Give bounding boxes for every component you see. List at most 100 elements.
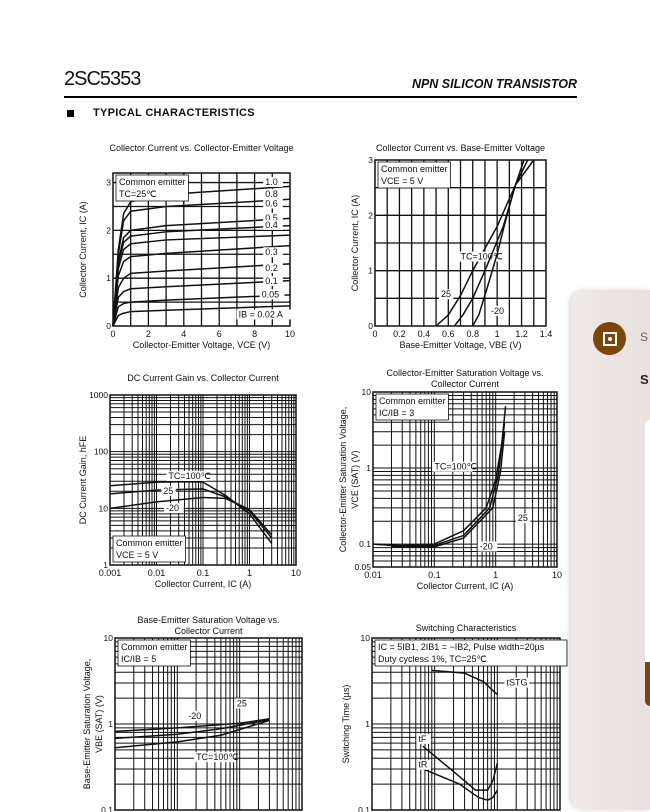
chart-title: Switching Characteristics [416, 623, 517, 633]
x-tick-label: 0.1 [197, 568, 210, 578]
x-tick-label: 0.01 [364, 570, 382, 580]
series-label: 0.3 [265, 247, 278, 257]
series-label: -20 [166, 503, 179, 513]
series-label-bg [263, 198, 283, 209]
series-label-bg [186, 710, 206, 721]
chart-2: Collector Current vs. Base-Emitter Volta… [350, 143, 552, 350]
chart-4: Collector-Emitter Saturation Voltage vs.… [338, 368, 562, 591]
condition-text: VCE = 5 V [381, 176, 423, 186]
x-tick-label: 8 [252, 329, 257, 339]
series-label-bg [432, 461, 473, 472]
safe-icon[interactable] [593, 322, 626, 355]
part-number: 2SC5353 [64, 68, 141, 90]
y-axis-label: Collector Current, IC (A) [78, 201, 88, 298]
series-curve [114, 719, 270, 749]
series-label: tF [418, 734, 427, 744]
condition-text: Common emitter [379, 396, 446, 406]
chart-5: Base-Emitter Saturation Voltage vs.Colle… [82, 615, 303, 812]
y-axis-label: DC Current Gain, hFE [78, 436, 88, 525]
y-tick-label: 100 [94, 447, 108, 457]
chart-title: Collector Current vs. Collector-Emitter … [109, 143, 293, 153]
x-tick-label: 4 [181, 329, 186, 339]
condition-text: Duty cycles≤ 1%, TC=25℃ [378, 654, 487, 664]
bullet-icon [67, 110, 74, 117]
series-label: 0.6 [265, 198, 278, 208]
series-label: 25 [441, 289, 451, 299]
series-label: 0.2 [265, 263, 278, 273]
series-label: TC=100℃ [168, 471, 210, 481]
y-axis-label: VCE (SAT) (V) [350, 450, 360, 508]
series-label-bg [263, 188, 283, 199]
panel-heading: S [640, 372, 649, 387]
condition-text: IC/IB = 3 [379, 408, 414, 418]
chart-title: Collector-Emitter Saturation Voltage vs. [386, 368, 543, 378]
y-tick-label: 1 [106, 273, 111, 283]
condition-text: TC=25℃ [119, 189, 156, 199]
panel-label: S [640, 330, 649, 344]
y-tick-label: 1 [365, 719, 370, 729]
plot-frame [374, 159, 547, 327]
x-tick-label: 1 [247, 568, 252, 578]
plot-frame [109, 394, 297, 566]
chart-3: DC Current Gain vs. Collector Current Col… [78, 373, 301, 589]
series-label: tR [418, 760, 428, 770]
side-panel[interactable]: S S [571, 290, 650, 810]
x-tick-label: 0 [372, 329, 377, 339]
series-label-bg [263, 212, 283, 223]
series-curve [372, 422, 506, 547]
x-tick-label: 1 [493, 570, 498, 580]
y-tick-label: 3 [368, 155, 373, 165]
x-tick-label: 0.8 [466, 329, 479, 339]
x-tick-label: 0.1 [428, 570, 441, 580]
series-label: 0.05 [262, 289, 280, 299]
x-axis-label: Base-Emitter Voltage, VBE (V) [399, 340, 521, 350]
series-label: TC=100℃ [196, 752, 238, 762]
series-curve [109, 488, 273, 539]
series-label-bg [236, 309, 298, 320]
x-tick-label: 1.4 [540, 329, 553, 339]
series-label-bg [477, 541, 498, 552]
x-tick-label: 1 [495, 329, 500, 339]
condition-text: VCE = 5 V [116, 550, 158, 560]
x-tick-label: 0.6 [442, 329, 455, 339]
series-label-bg [416, 759, 431, 770]
plot-frame [371, 637, 561, 811]
series-label-bg [263, 275, 283, 286]
x-tick-label: 10 [291, 568, 301, 578]
series-label-bg [263, 219, 283, 230]
series-curve [112, 305, 291, 327]
y-tick-label: 2 [368, 210, 373, 220]
x-tick-label: 10 [552, 570, 562, 580]
series-curve [112, 244, 291, 327]
y-axis-label: VBE (SAT) (V) [94, 695, 104, 753]
x-tick-label: 1.2 [515, 329, 528, 339]
x-tick-label: 10 [285, 329, 295, 339]
y-tick-label: 10 [104, 633, 114, 643]
panel-button[interactable] [645, 662, 650, 706]
y-tick-label: 1 [368, 266, 373, 276]
condition-text: IC = 5IB1, 2IB1 = −IB2, Pulse width=20µs [378, 642, 545, 652]
conditions-box [112, 535, 186, 563]
series-curve [109, 480, 273, 544]
series-curve [422, 768, 498, 801]
series-label-bg [166, 470, 207, 481]
series-curve [114, 718, 270, 733]
series-label: 1.0 [265, 177, 278, 187]
series-label: 0.5 [265, 213, 278, 223]
series-curve [112, 294, 291, 327]
series-label-bg [438, 289, 454, 300]
series-label-bg [194, 752, 235, 763]
conditions-box [115, 174, 189, 202]
series-label-bg [263, 176, 283, 187]
series-label: 0.8 [265, 189, 278, 199]
chart-title: Collector Current [431, 379, 500, 389]
series-label: IB = 0.02 A [239, 309, 283, 319]
series-curve [391, 431, 506, 548]
plot-frame [112, 172, 291, 327]
chart-6: Switching Characteristics Switching Time … [341, 623, 568, 812]
chart-title: Collector Current vs. Base-Emitter Volta… [376, 143, 545, 153]
x-tick-label: 0.4 [418, 329, 431, 339]
series-curve [422, 745, 499, 791]
panel-card [645, 420, 650, 700]
